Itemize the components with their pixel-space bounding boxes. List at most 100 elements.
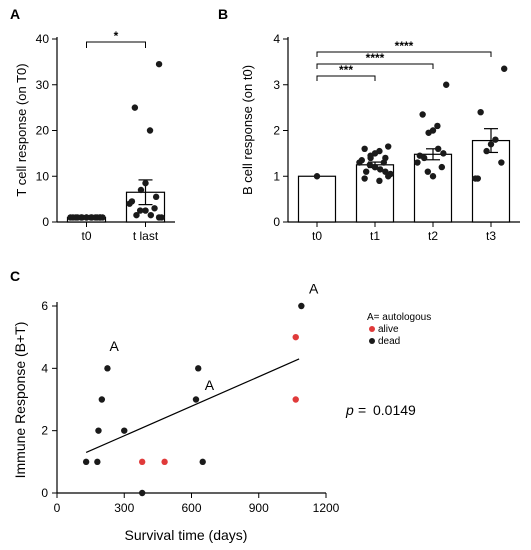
panel-a-sig-label-0: *: [114, 29, 119, 43]
panel-b-point-1-7: [356, 159, 363, 166]
panel-b-point-3-4: [483, 147, 490, 155]
legend-swatch-dead: [369, 338, 375, 344]
panel-b-xtick-label-2: t2: [428, 229, 438, 243]
panel-a-point-1-11: [147, 211, 155, 219]
panel-b-point-1-8: [380, 159, 388, 166]
legend-label-dead: dead: [378, 336, 400, 347]
panel-b-point-1-16: [376, 177, 383, 185]
panel-b-point-1-9: [366, 161, 374, 169]
panel-c-point-dead-3: [98, 396, 106, 403]
panel-a-point-1-14: [155, 214, 163, 221]
panel-c-point-dead-5: [121, 427, 128, 434]
panel-b-point-2-11: [434, 145, 442, 152]
panel-c-annotation-2: A: [309, 281, 319, 297]
panel-c-annotation-0: A: [109, 338, 119, 354]
panel-a-point-1-3: [142, 179, 149, 187]
panel-b-sig-bracket-2: [316, 75, 376, 81]
panel-b-ytick-label-3: 3: [273, 78, 280, 92]
panel-b-sig-label-0: ****: [395, 39, 414, 53]
panel-a-point-1-8: [151, 205, 158, 212]
panel-a-point-0-7: [67, 214, 74, 221]
panel-a-point-1-0: [155, 60, 163, 68]
panel-c-pvalue: p = 0.0149: [345, 402, 416, 418]
panel-b-point-1-18: [367, 154, 374, 162]
panel-a-ytick-label-30: 30: [36, 78, 50, 92]
panel-b-point-2-10: [429, 173, 437, 180]
legend-title: A= autologous: [367, 312, 431, 323]
panel-c-trendline: [85, 358, 300, 454]
panel-b-point-2-7: [414, 159, 421, 166]
panel-b-ylabel: B cell response (on t0): [240, 65, 255, 195]
panel-c-ytick-label-6: 6: [41, 299, 48, 313]
panel-b-point-3-2: [492, 136, 499, 143]
panel-b-xtick-label-3: t3: [486, 229, 496, 243]
panel-a-ytick-label-40: 40: [36, 32, 50, 46]
panel-c-point-dead-6: [138, 489, 146, 497]
panel-b-xtick-label-0: t0: [312, 229, 322, 243]
panel-c-xtick-label-0: 0: [54, 501, 61, 515]
panel-a-point-0-14: [96, 214, 104, 221]
legend-swatch-alive: [369, 326, 375, 332]
panel-b-point-3-0: [501, 65, 508, 72]
panel-b-sig-label-1: ****: [366, 51, 385, 65]
panel-b-sig-bracket-0: [316, 51, 492, 57]
panel-a-ytick-label-20: 20: [36, 124, 50, 138]
panel-b-sig-label-2: ***: [339, 63, 353, 77]
panel-c-point-dead-0: [82, 458, 90, 466]
panel-b-sig-bracket-1: [316, 63, 434, 69]
panel-b-point-2-9: [424, 168, 432, 175]
panel-a-xtick-label-0: t0: [81, 229, 91, 243]
pvalue-value: 0.0149: [373, 402, 416, 418]
pvalue-symbol: p: [345, 402, 354, 418]
panel-letter-a: A: [10, 6, 20, 22]
panel-c-ytick-label-4: 4: [41, 361, 48, 375]
panel-c-xtick-label-600: 600: [181, 501, 201, 515]
panel-b-ytick-label-4: 4: [273, 32, 280, 46]
panel-a-point-1-2: [146, 127, 154, 134]
panel-b-point-1-19: [382, 168, 389, 175]
panel-b-point-2-8: [438, 163, 446, 171]
legend-label-alive: alive: [378, 324, 399, 335]
panel-a-ytick-label-10: 10: [36, 169, 50, 183]
panel-c-point-dead-1: [94, 458, 101, 466]
panel-b-point-2-5: [440, 150, 447, 157]
panel-c-point-alive-0: [138, 458, 146, 466]
panel-a-point-0-11: [88, 214, 96, 221]
panel-c-xtick-label-900: 900: [249, 501, 269, 515]
panel-c-point-alive-3: [292, 396, 299, 403]
panel-a-point-1-10: [142, 207, 149, 214]
panel-b-point-1-11: [376, 166, 384, 173]
panel-b-bar-0: [297, 175, 337, 223]
panel-a-xtick-label-1: t last: [133, 229, 159, 243]
panel-c-xtick-label-300: 300: [114, 501, 134, 515]
panel-c-ytick-label-2: 2: [41, 424, 48, 438]
panel-c-point-dead-10: [298, 302, 305, 310]
panel-a-point-1-4: [137, 186, 145, 194]
panel-b-point-1-1: [361, 145, 368, 152]
panel-c-ylabel: Immune Response (B+T): [12, 322, 28, 479]
panel-b-point-2-2: [434, 122, 441, 130]
panel-b-point-3-5: [498, 159, 505, 166]
panel-b-bar-2: [413, 153, 453, 223]
panel-letter-c: C: [10, 268, 20, 284]
panel-c-ytick-label-0: 0: [41, 486, 48, 500]
pvalue-equals: =: [358, 402, 366, 418]
panel-a-point-0-10: [83, 214, 90, 221]
panel-c-point-dead-8: [195, 365, 202, 372]
panel-c-xtick-label-1200: 1200: [313, 501, 340, 515]
panel-b-point-2-0: [443, 81, 450, 88]
panel-c-point-dead-4: [104, 365, 111, 372]
panel-b-point-3-3: [487, 141, 495, 148]
panel-b-point-3-7: [472, 175, 479, 182]
panel-b-point-3-1: [477, 109, 484, 116]
panel-b-ytick-label-0: 0: [273, 215, 280, 229]
panel-b-ytick-label-2: 2: [273, 124, 280, 138]
panel-a-sig-bracket-0: [86, 41, 146, 48]
panel-a-plot: 0 10 20 30 40 t0 t last *: [36, 29, 175, 243]
panel-b-point-1-15: [361, 175, 368, 182]
panel-c-point-alive-2: [292, 333, 299, 341]
panel-c-point-dead-2: [95, 427, 102, 434]
panel-a-ylabel: T cell response (on T0): [14, 63, 29, 196]
